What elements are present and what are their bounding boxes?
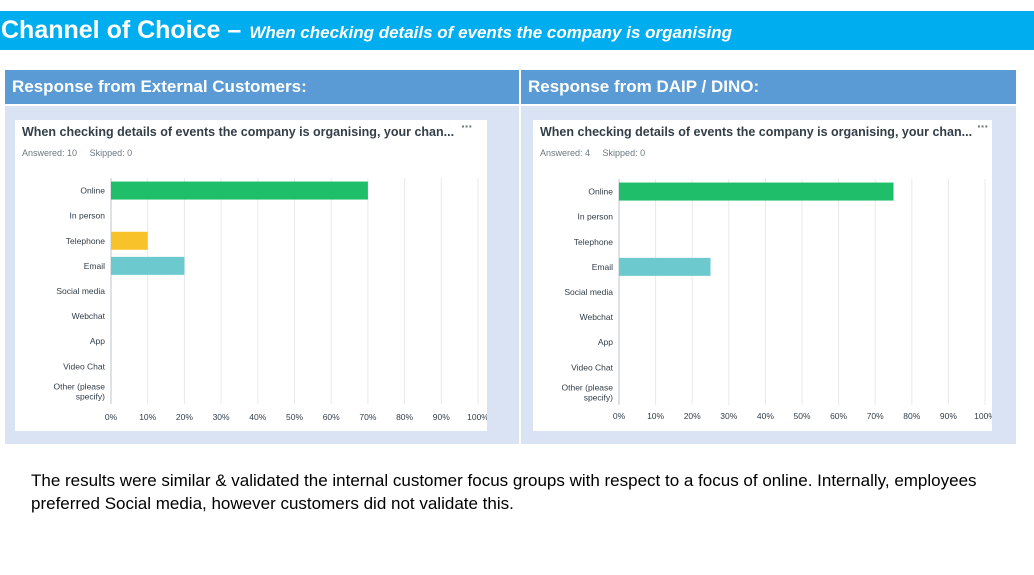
- answered-count: Answered: 10: [22, 148, 78, 158]
- x-tick-label: 0%: [613, 411, 626, 421]
- x-tick-label: 40%: [757, 411, 774, 421]
- more-options-icon[interactable]: ···: [977, 118, 989, 134]
- x-tick-label: 0%: [105, 412, 118, 422]
- skipped-count: Skipped: 0: [602, 148, 646, 158]
- x-tick-label: 60%: [323, 412, 340, 422]
- bar: [619, 182, 894, 201]
- category-label: In person: [70, 211, 106, 221]
- x-tick-label: 100%: [467, 412, 487, 422]
- bar: [111, 231, 148, 250]
- panel-heading: Response from DAIP / DINO:: [521, 70, 1016, 106]
- x-tick-label: 50%: [793, 411, 810, 421]
- more-options-icon[interactable]: ···: [461, 118, 473, 134]
- category-label: In person: [578, 212, 614, 222]
- bar: [111, 256, 185, 275]
- category-label: Other (please: [562, 382, 614, 392]
- card-title: When checking details of events the comp…: [540, 125, 973, 139]
- category-label: App: [90, 336, 105, 346]
- category-label: Telephone: [66, 236, 106, 246]
- x-tick-label: 90%: [940, 411, 957, 421]
- category-label: Social media: [56, 286, 105, 296]
- x-tick-label: 30%: [720, 411, 737, 421]
- category-label: Email: [592, 262, 613, 272]
- x-tick-label: 70%: [867, 411, 884, 421]
- bar-chart-external: 0% 10% 20% 30% 40% 50% 60% 70% 80% 90% 100% Online I…: [54, 178, 487, 422]
- panel-heading: Response from External Customers:: [5, 70, 519, 106]
- panel-external-customers: Response from External Customers: When c…: [5, 70, 519, 444]
- card-meta: Answered: 4 Skipped: 0: [540, 148, 655, 158]
- summary-text: The results were similar & validated the…: [31, 471, 977, 513]
- category-label: Webchat: [580, 312, 614, 322]
- x-tick-label: 60%: [830, 411, 847, 421]
- skipped-count: Skipped: 0: [89, 148, 133, 158]
- category-label: specify): [76, 391, 105, 401]
- x-tick-label: 70%: [359, 412, 376, 422]
- card-meta: Answered: 10 Skipped: 0: [22, 148, 142, 158]
- category-label: Online: [80, 186, 105, 196]
- answered-count: Answered: 4: [540, 148, 591, 158]
- card-title: When checking details of events the comp…: [22, 125, 455, 139]
- page-title: Channel of Choice –: [1, 16, 242, 44]
- x-tick-label: 30%: [213, 412, 230, 422]
- panel-daip-dino: Response from DAIP / DINO: When checking…: [521, 70, 1016, 444]
- x-tick-label: 20%: [176, 412, 193, 422]
- category-label: Webchat: [72, 311, 106, 321]
- category-label: Video Chat: [571, 362, 614, 372]
- x-tick-label: 10%: [139, 412, 156, 422]
- bar: [619, 257, 711, 276]
- category-label: App: [598, 337, 613, 347]
- survey-card: When checking details of events the comp…: [533, 118, 992, 431]
- x-tick-label: 100%: [974, 411, 992, 421]
- category-label: Social media: [564, 287, 613, 297]
- x-tick-label: 80%: [396, 412, 413, 422]
- x-tick-label: 10%: [647, 411, 664, 421]
- x-tick-label: 90%: [433, 412, 450, 422]
- x-tick-label: 40%: [249, 412, 266, 422]
- bar-chart-daip-dino: 0% 10% 20% 30% 40% 50% 60% 70% 80% 90% 100% Online I…: [562, 179, 992, 421]
- x-tick-label: 50%: [286, 412, 303, 422]
- title-bar: Channel of Choice – When checking detail…: [0, 11, 1034, 50]
- category-label: specify): [584, 392, 613, 402]
- category-label: Video Chat: [63, 361, 106, 371]
- category-label: Other (please: [54, 381, 106, 391]
- category-label: Telephone: [574, 237, 614, 247]
- x-tick-label: 80%: [903, 411, 920, 421]
- category-label: Online: [588, 187, 613, 197]
- page-subtitle: When checking details of events the comp…: [249, 22, 733, 42]
- bar: [111, 181, 368, 200]
- category-label: Email: [84, 261, 105, 271]
- x-tick-label: 20%: [684, 411, 701, 421]
- survey-card: When checking details of events the comp…: [15, 118, 487, 431]
